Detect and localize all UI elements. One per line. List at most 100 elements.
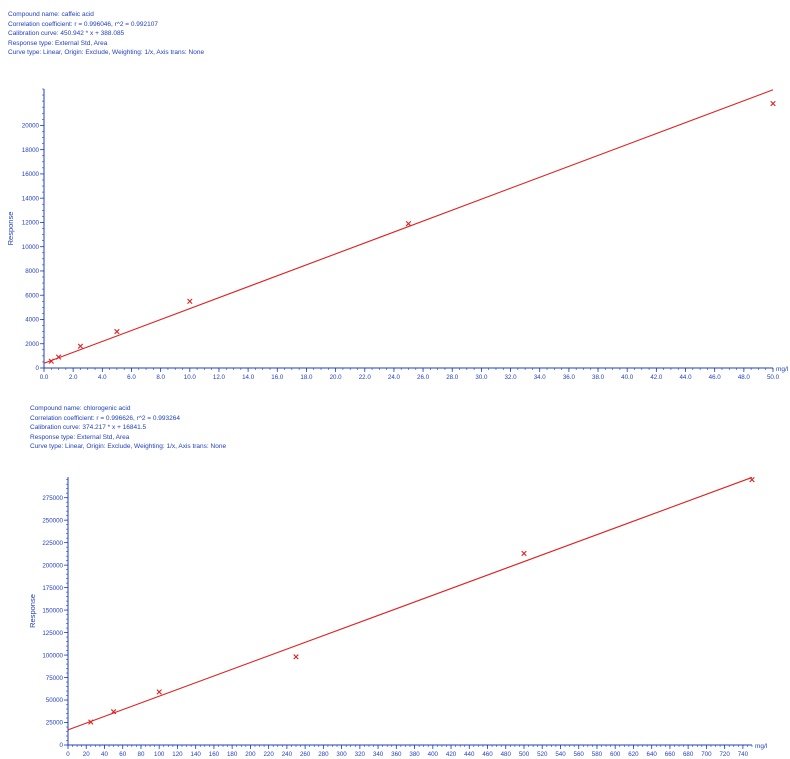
x-tick-label: 42.0 — [650, 374, 663, 381]
x-tick-label: 160 — [209, 751, 220, 758]
x-tick-label: 120 — [172, 751, 183, 758]
x-tick-label: 340 — [373, 751, 384, 758]
chlorogenic-acid-info: Compound name: chlorogenic acid Correlat… — [30, 404, 226, 452]
y-tick-label: 125000 — [42, 630, 63, 637]
caffeic-acid-info: Compound name: caffeic acid Correlation … — [8, 10, 204, 58]
x-tick-label: 200 — [245, 751, 256, 758]
x-tick-label: 4.0 — [98, 374, 107, 381]
x-tick-label: 0.0 — [40, 374, 49, 381]
y-tick-label: 200000 — [42, 562, 63, 569]
x-tick-label: 16.0 — [271, 374, 284, 381]
x-tick-label: 740 — [738, 751, 749, 758]
y-tick-label: 16000 — [22, 171, 40, 178]
data-point — [405, 220, 412, 227]
x-axis-unit: mg/l — [755, 743, 768, 750]
x-tick-label: 380 — [409, 751, 420, 758]
y-tick-label: 25000 — [46, 720, 64, 727]
x-tick-label: 680 — [683, 751, 694, 758]
x-tick-label: 400 — [428, 751, 439, 758]
x-tick-label: 520 — [537, 751, 548, 758]
x-tick-label: 8.0 — [156, 374, 165, 381]
x-tick-label: 140 — [191, 751, 202, 758]
data-point — [77, 343, 84, 349]
info-correlation: Correlation coefficient: r = 0.996626, r… — [30, 414, 181, 422]
calibration-fit-line — [43, 89, 774, 364]
x-tick-label: 2.0 — [69, 374, 78, 381]
y-tick-label: 10000 — [22, 244, 40, 251]
x-tick-label: 80 — [138, 751, 145, 758]
info-compound-name: Compound name: chlorogenic acid — [30, 405, 131, 412]
x-tick-label: 24.0 — [388, 374, 401, 381]
x-tick-label: 100 — [154, 751, 165, 758]
info-correlation: Correlation coefficient: r = 0.996046, r… — [8, 20, 159, 28]
x-tick-label: 46.0 — [709, 374, 722, 381]
x-tick-label: 600 — [610, 751, 621, 758]
x-tick-label: 26.0 — [417, 374, 430, 381]
y-tick-label: 75000 — [46, 675, 64, 682]
x-tick-label: 0 — [66, 751, 70, 758]
x-tick-label: 32.0 — [505, 374, 518, 381]
y-axis-label: Response — [28, 594, 37, 628]
x-tick-label: 620 — [628, 751, 639, 758]
caffeic-acid-calibration-chart: 0.0 2.0 4.0 6.0 8.0 10.0 12.0 14.0 16.0 18.0 20.0 2… — [6, 88, 789, 381]
y-tick-label: 175000 — [42, 585, 63, 592]
x-tick-label: 460 — [482, 751, 493, 758]
x-tick-label: 540 — [555, 751, 566, 758]
data-point — [114, 328, 120, 335]
calibration-fit-line — [67, 476, 753, 731]
x-tick-label: 360 — [391, 751, 402, 758]
x-tick-label: 500 — [519, 751, 530, 758]
data-point — [749, 477, 755, 483]
info-curve-type: Curve type: Linear, Origin: Exclude, Wei… — [30, 443, 227, 450]
x-tick-label: 580 — [592, 751, 603, 758]
y-tick-label: 250000 — [42, 517, 63, 524]
x-tick-label: 640 — [647, 751, 658, 758]
data-point — [770, 100, 776, 107]
x-tick-label: 10.0 — [184, 374, 197, 381]
y-tick-label: 12000 — [22, 220, 40, 227]
x-tick-label: 28.0 — [446, 374, 459, 381]
x-tick-label: 44.0 — [679, 374, 692, 381]
data-point — [55, 354, 62, 360]
x-tick-label: 20.0 — [330, 374, 343, 381]
x-tick-label: 320 — [355, 751, 366, 758]
data-point — [48, 358, 54, 364]
y-tick-label: 0 — [60, 742, 64, 749]
x-tick-label: 60 — [119, 751, 126, 758]
info-response-type: Response type: External Std, Area — [30, 433, 130, 441]
x-tick-label: 560 — [574, 751, 585, 758]
data-point — [110, 709, 117, 715]
y-tick-label: 50000 — [46, 697, 64, 704]
data-point — [156, 689, 162, 695]
x-tick-label: 180 — [227, 751, 238, 758]
x-tick-label: 440 — [464, 751, 475, 758]
y-tick-label: 275000 — [42, 495, 63, 502]
x-tick-label: 40 — [101, 751, 108, 758]
x-tick-label: 720 — [719, 751, 730, 758]
x-tick-label: 12.0 — [213, 374, 226, 381]
x-tick-label: 240 — [282, 751, 293, 758]
y-tick-label: 8000 — [25, 268, 39, 275]
x-tick-label: 36.0 — [563, 374, 576, 381]
x-tick-label: 48.0 — [738, 374, 751, 381]
y-tick-label: 6000 — [25, 292, 39, 299]
x-tick-label: 660 — [665, 751, 676, 758]
x-tick-label: 30.0 — [475, 374, 488, 381]
info-response-type: Response type: External Std, Area — [8, 39, 108, 47]
data-point — [88, 719, 94, 725]
info-calibration-curve: Calibration curve: 374.217 * x + 16841.5 — [30, 424, 147, 431]
data-point — [521, 550, 527, 557]
y-tick-label: 4000 — [25, 317, 39, 324]
info-compound-name: Compound name: caffeic acid — [8, 11, 94, 18]
x-tick-label: 18.0 — [300, 374, 313, 381]
x-tick-label: 14.0 — [242, 374, 255, 381]
y-tick-label: 14000 — [22, 195, 40, 202]
x-tick-label: 280 — [318, 751, 329, 758]
y-axis-label: Response — [6, 212, 15, 246]
x-tick-label: 38.0 — [592, 374, 605, 381]
x-tick-label: 700 — [701, 751, 712, 758]
y-tick-label: 2000 — [25, 341, 39, 348]
x-tick-label: 480 — [501, 751, 512, 758]
info-curve-type: Curve type: Linear, Origin: Exclude, Wei… — [8, 49, 205, 56]
